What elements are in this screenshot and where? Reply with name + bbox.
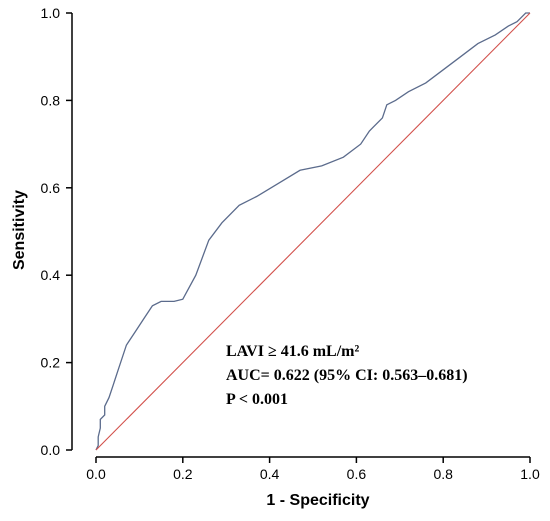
x-ticks: 0.0 0.2 0.4 0.6 0.8 1.0 — [86, 457, 540, 482]
annotation-pvalue: P < 0.001 — [226, 391, 288, 408]
x-tick-label: 0.0 — [86, 466, 106, 482]
annotation-cutoff: LAVI ≥ 41.6 mL/m² — [226, 343, 360, 360]
y-tick-label: 0.2 — [41, 355, 61, 371]
y-tick-label: 0.8 — [41, 92, 61, 108]
y-tick-label: 0.0 — [41, 442, 61, 458]
y-tick-label: 1.0 — [41, 5, 61, 21]
x-tick-label: 0.2 — [173, 466, 193, 482]
roc-curve-line — [95, 12, 530, 451]
y-tick-label: 0.6 — [41, 180, 61, 196]
x-tick-label: 1.0 — [520, 466, 540, 482]
y-ticks: 0.0 0.2 0.4 0.6 0.8 1.0 — [41, 5, 72, 458]
y-tick-label: 0.4 — [41, 267, 61, 283]
series-layer — [95, 12, 531, 451]
annotation-auc: AUC= 0.622 (95% CI: 0.563–0.681) — [226, 367, 468, 384]
reference-diagonal-line — [95, 12, 531, 451]
x-tick-label: 0.6 — [347, 466, 367, 482]
y-axis-title: Sensitivity — [11, 190, 28, 270]
x-axis-title: 1 - Specificity — [266, 492, 369, 509]
x-tick-label: 0.4 — [260, 466, 280, 482]
x-tick-label: 0.8 — [433, 466, 453, 482]
